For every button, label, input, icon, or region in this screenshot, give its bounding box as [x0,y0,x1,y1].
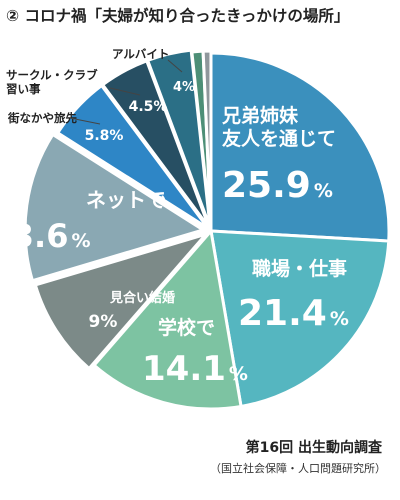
slice-value: 25.9% [222,165,333,206]
slice-value: 4.5% [129,99,168,115]
pie-slice [209,229,391,409]
slice-value: 9% [89,312,118,332]
pie-slice [201,49,213,230]
slice-value: 13.6% [0,217,91,255]
slice-label: 見合い結婚 [109,290,175,306]
slice-label: 兄弟姉妹友人を通じて [221,104,336,150]
slice-label: 職場・仕事 [252,257,347,280]
pie-slice [33,231,211,371]
pie-slice [92,227,243,411]
source-organization: （国立社会保障・人口問題研究所） [210,462,386,475]
slice-label: 学校で [158,316,215,339]
slice-value: 5.8% [85,128,124,144]
chart-title: ② コロナ禍「夫婦が知り合ったきっかけの場所」 [6,7,350,25]
slice-value: 4% [173,80,195,95]
slice-value: 21.4% [238,293,349,334]
pie-slice [145,48,212,228]
slice-value: 14.1% [142,349,248,389]
pie-slice [209,51,391,243]
slice-label: ネットで [86,188,166,212]
slice-label: 街なかや旅先 [7,111,77,125]
leader-line [69,117,101,125]
pie-slice [23,132,207,283]
slice-label: アルバイト [112,47,169,61]
slice-label: サークル・クラブ習い事 [6,68,98,96]
leader-line [167,59,183,73]
source-survey-name: 第16回 出生動向調査 [245,440,382,456]
leader-line [109,87,141,96]
